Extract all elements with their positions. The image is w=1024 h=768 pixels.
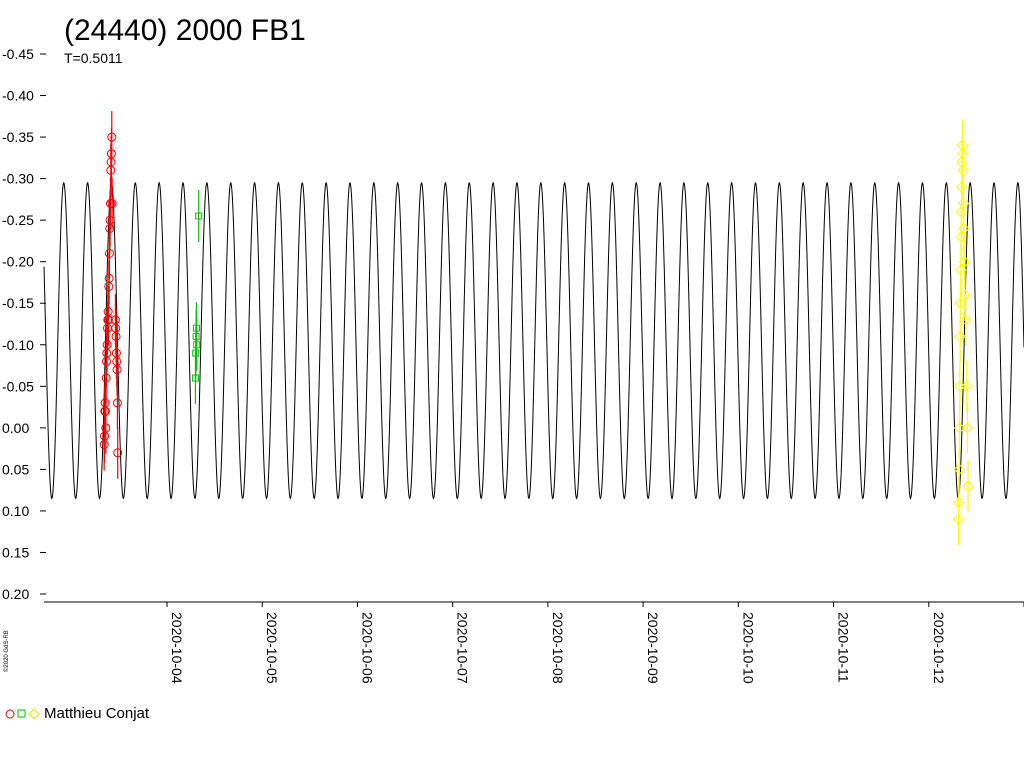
y-tick-label: 0.05 — [2, 461, 29, 477]
data-point — [103, 315, 113, 325]
data-point — [953, 422, 966, 434]
x-tick-label: 2020-10-04 — [169, 612, 185, 684]
y-tick-label: 0.15 — [2, 544, 29, 560]
legend-square-marker — [17, 709, 26, 718]
data-point — [953, 463, 965, 476]
y-tick-label: -0.35 — [2, 129, 34, 145]
data-point — [112, 365, 122, 375]
data-point — [113, 448, 123, 458]
legend-label: Matthieu Conjat — [44, 705, 150, 722]
series-square — [191, 190, 203, 404]
copyright-label: ©2020 GdS-RB — [3, 630, 10, 672]
y-tick-label: 0.20 — [2, 586, 29, 602]
y-tick-label: -0.10 — [2, 337, 34, 353]
data-point — [112, 398, 122, 408]
observation-series — [99, 111, 974, 546]
y-tick-label: -0.05 — [2, 378, 34, 394]
data-point — [954, 297, 967, 309]
model-curve-line — [43, 181, 1024, 500]
data-point — [957, 164, 969, 177]
y-tick-label: -0.40 — [2, 88, 34, 104]
data-point — [956, 181, 968, 193]
x-tick-label: 2020-10-06 — [359, 612, 375, 684]
x-axis-ticks: 2020-10-04 2020-10-05 2020-10-06 2020-10-07… — [166, 602, 1024, 684]
data-point — [962, 480, 974, 492]
series-circle — [99, 111, 123, 479]
x-tick-label: 2020-10-09 — [645, 612, 661, 684]
data-point — [107, 199, 117, 209]
x-tick-label: 2020-10-05 — [264, 612, 280, 684]
y-tick-label: -0.45 — [2, 46, 34, 62]
y-tick-label: -0.30 — [2, 171, 34, 187]
data-point — [953, 496, 965, 509]
legend: Matthieu Conjat — [5, 705, 150, 722]
data-point — [955, 231, 967, 243]
data-point — [961, 380, 973, 393]
data-point — [958, 222, 970, 235]
x-tick-label: 2020-10-12 — [931, 612, 947, 684]
chart-subtitle: T=0.5011 — [64, 50, 123, 66]
data-point — [960, 314, 972, 326]
data-point — [195, 212, 203, 220]
data-point — [954, 330, 966, 343]
y-axis-ticks: -0.45 -0.40 -0.35 -0.30 -0.25 -0.20 -0.15 -0.10… — [2, 46, 46, 602]
legend-diamond-marker — [28, 708, 40, 720]
y-tick-label: -0.20 — [2, 254, 34, 270]
y-tick-label: -0.15 — [2, 295, 34, 311]
legend-circle-marker — [5, 709, 15, 719]
y-tick-label: 0.10 — [2, 503, 29, 519]
y-tick-label: -0.25 — [2, 212, 34, 228]
x-tick-label: 2020-10-10 — [740, 612, 756, 684]
data-point — [958, 255, 971, 268]
series-diamond — [952, 119, 974, 546]
data-point — [107, 132, 117, 142]
x-tick-label: 2020-10-08 — [550, 612, 566, 684]
data-point — [193, 341, 201, 349]
data-point — [955, 206, 968, 218]
data-point — [961, 422, 974, 434]
x-tick-label: 2020-10-11 — [836, 612, 852, 683]
data-point — [959, 289, 971, 301]
y-tick-label: 0.00 — [2, 420, 29, 436]
data-point — [101, 423, 111, 433]
x-tick-label: 2020-10-07 — [455, 612, 471, 684]
chart-title: (24440) 2000 FB1 — [64, 14, 306, 47]
